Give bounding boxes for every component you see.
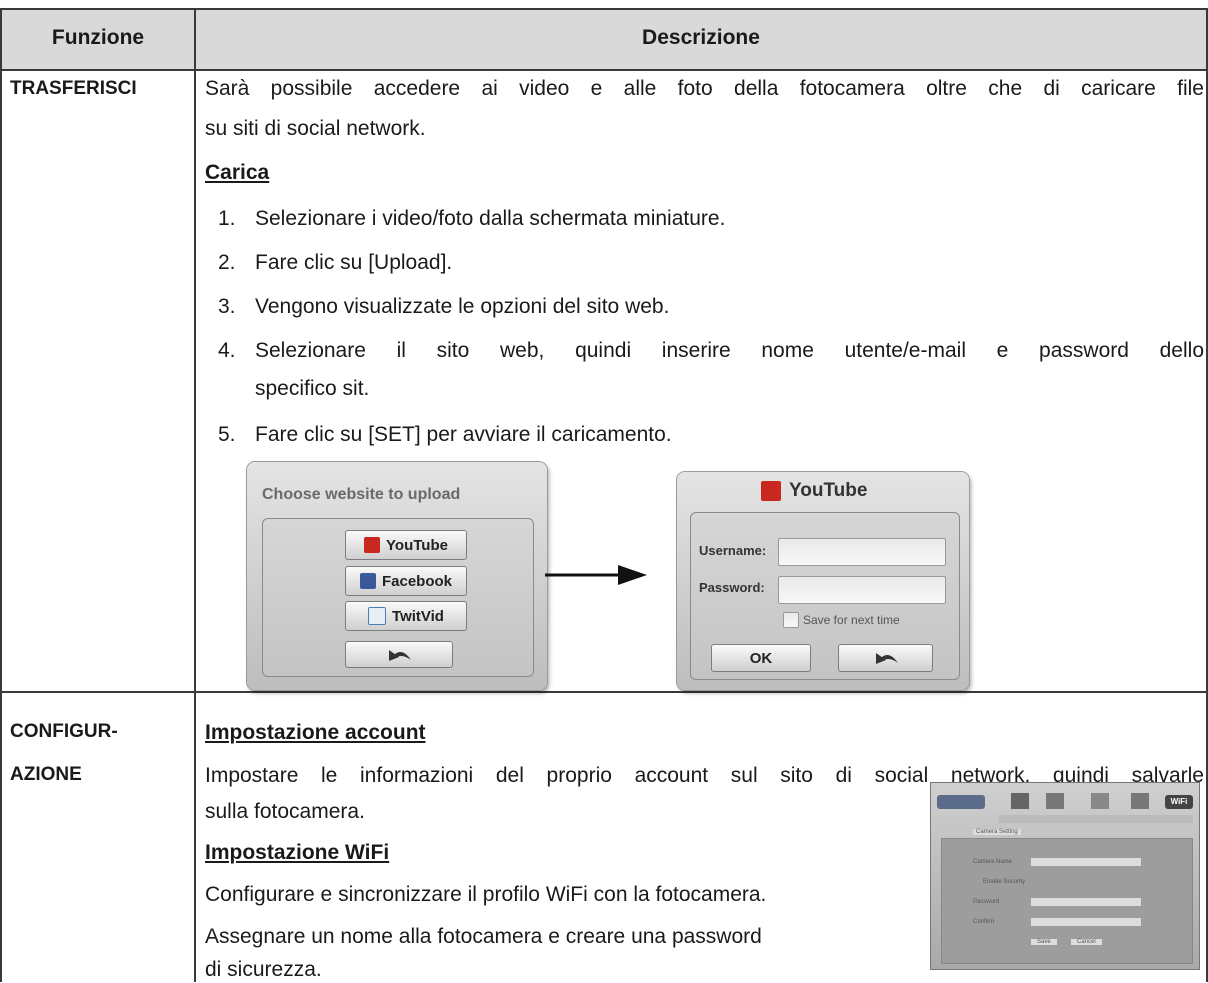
icon (1046, 793, 1064, 809)
back-button[interactable] (345, 641, 453, 668)
back-icon (875, 653, 898, 664)
text-line: Sarà possibile accedere ai video e alle … (205, 77, 1204, 100)
button: Save (1031, 939, 1057, 945)
border (194, 8, 196, 982)
app-screenshot: WiFi Camera Setting Camera Name Enable S… (930, 782, 1200, 970)
step-number: 1. (218, 207, 236, 230)
password-input[interactable] (778, 576, 946, 604)
arrow (545, 565, 647, 585)
ok-button[interactable]: OK (711, 644, 811, 672)
step-text: Fare clic su [Upload]. (255, 251, 453, 274)
text-line: di sicurezza. (205, 958, 322, 981)
text-line: Impostare le informazioni del proprio ac… (205, 764, 1204, 787)
function-name: CONFIGUR- (10, 721, 118, 742)
field (1031, 858, 1141, 866)
dialog-title: Choose website to upload (262, 486, 461, 503)
text-line: sulla fotocamera. (205, 800, 365, 823)
icon (368, 607, 387, 625)
dialog-title: YouTube (761, 480, 867, 502)
tab: Camera Setting (973, 829, 1021, 835)
header-bg (0, 10, 1208, 69)
button: Cancel (1071, 939, 1102, 945)
title-text: YouTube (789, 480, 868, 501)
field-label: Username: (699, 543, 767, 558)
field-label: Camera Name (973, 859, 1013, 865)
username-input[interactable] (778, 538, 946, 566)
text-line: Configurare e sincronizzare il profilo W… (205, 883, 767, 906)
step-text: Selezionare il sito web, quindi inserire… (255, 339, 1204, 362)
step-text: specifico sit. (255, 377, 370, 400)
choose-dialog: Choose website to upload YouTube Faceboo… (247, 462, 547, 690)
step-number: 3. (218, 295, 236, 318)
button-label: Facebook (381, 572, 453, 590)
field-label: Enable Security (983, 879, 1026, 885)
text-line: su siti di social network. (205, 117, 426, 140)
field-label: Password (973, 899, 1000, 905)
site-button[interactable]: Facebook (345, 566, 467, 596)
logo (937, 795, 985, 809)
icon (364, 537, 381, 553)
step-text: Fare clic su [SET] per avviare il carica… (255, 423, 672, 446)
button-label: TwitVid (392, 607, 444, 625)
field (1031, 898, 1141, 906)
step-number: 5. (218, 423, 236, 446)
function-name: TRASFERISCI (10, 78, 137, 99)
header-cell: Descrizione (642, 26, 760, 49)
login-dialog: YouTube Username: Password: Save for nex… (677, 472, 969, 690)
wifi-badge: WiFi (1165, 795, 1193, 809)
icon (761, 481, 781, 501)
icon (359, 573, 376, 589)
icon (1011, 793, 1029, 809)
border (0, 8, 2, 982)
section-title: Impostazione WiFi (205, 841, 390, 864)
step-number: 4. (218, 339, 236, 362)
header-cell: Funzione (51, 26, 145, 49)
field-label: Confirm (973, 919, 995, 925)
section-title: Impostazione account (205, 721, 426, 744)
icon (1091, 793, 1109, 809)
checkbox-label: Save for next time (803, 613, 900, 627)
step-text: Vengono visualizzate le opzioni del sito… (255, 295, 670, 318)
section-title: Carica (205, 161, 270, 184)
checkbox[interactable] (783, 612, 799, 628)
button-label: OK (749, 649, 773, 667)
field (1031, 918, 1141, 926)
field-label: Password: (699, 580, 765, 595)
step-number: 2. (218, 251, 236, 274)
step-text: Selezionare i video/foto dalla schermata… (255, 207, 726, 230)
button-label: YouTube (386, 536, 448, 554)
border (0, 8, 1208, 10)
border (0, 69, 1208, 71)
site-button[interactable]: YouTube (345, 530, 467, 560)
border (1206, 8, 1208, 982)
icon (1131, 793, 1149, 809)
back-icon (389, 649, 411, 661)
banner (999, 815, 1193, 823)
function-name: AZIONE (10, 764, 82, 785)
back-button[interactable] (838, 644, 933, 672)
site-button[interactable]: TwitVid (345, 601, 467, 631)
border (0, 691, 1208, 693)
text-line: Assegnare un nome alla fotocamera e crea… (205, 925, 762, 948)
